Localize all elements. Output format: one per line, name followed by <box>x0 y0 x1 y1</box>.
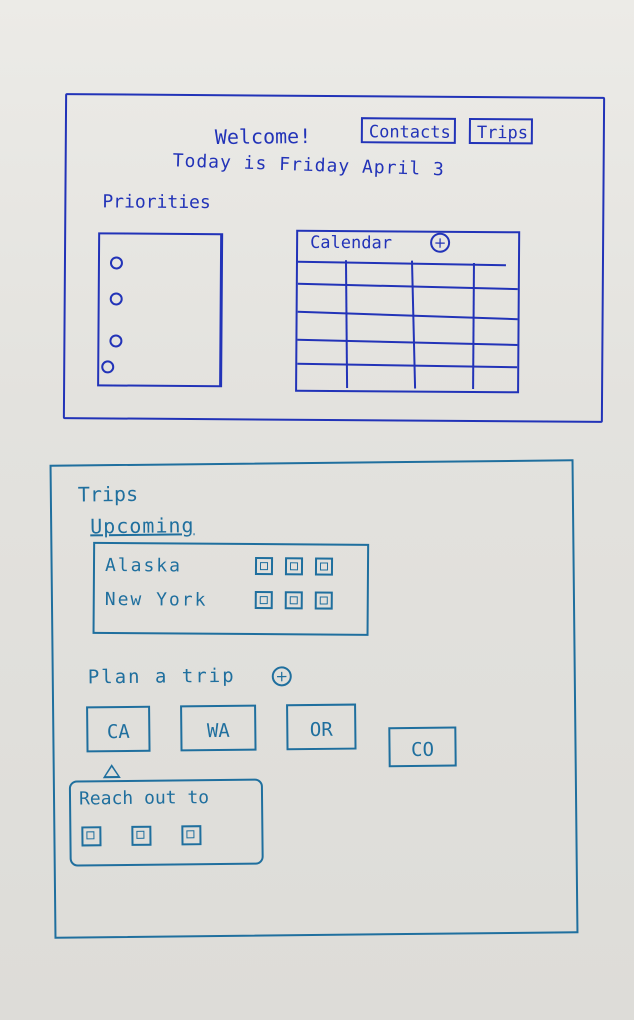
calendar-widget: Calendar + <box>295 229 521 394</box>
contact-icon[interactable] <box>314 591 333 610</box>
caret-up-icon <box>102 764 121 779</box>
upcoming-trip-row[interactable]: New York <box>105 586 345 614</box>
contact-icon[interactable] <box>284 557 304 576</box>
contact-icon[interactable] <box>314 557 334 576</box>
state-button-wa[interactable]: WA <box>180 704 257 752</box>
priority-item[interactable] <box>101 360 115 374</box>
upcoming-trip-row[interactable]: Alaska <box>105 552 345 580</box>
priority-item[interactable] <box>109 292 123 306</box>
priority-item[interactable] <box>109 256 124 270</box>
state-button-or[interactable]: OR <box>286 703 357 751</box>
reach-out-title: Reach out to <box>78 787 210 810</box>
contact-icon[interactable] <box>254 591 273 610</box>
trip-name: New York <box>104 588 208 611</box>
contact-icon[interactable] <box>181 825 202 846</box>
reach-out-popover: Reach out to <box>68 778 264 867</box>
contacts-nav-button[interactable]: Contacts <box>360 117 456 144</box>
priorities-title: Priorities <box>102 191 211 214</box>
upcoming-title: Upcoming <box>90 513 195 539</box>
calendar-title: Calendar <box>310 232 393 254</box>
contact-icon[interactable] <box>131 825 152 846</box>
contact-icon[interactable] <box>254 557 274 576</box>
welcome-heading: Welcome! <box>214 123 312 150</box>
trips-wireframe: Trips Upcoming Alaska New York Plan a tr… <box>49 459 579 939</box>
today-date-text: Today is Friday April 3 <box>172 150 446 181</box>
add-calendar-event-icon[interactable]: + <box>430 232 451 253</box>
priorities-list <box>97 232 224 388</box>
state-button-co[interactable]: CO <box>388 726 457 768</box>
add-trip-plus-icon[interactable]: + <box>271 666 292 687</box>
trips-nav-button[interactable]: Trips <box>468 117 533 145</box>
priority-item[interactable] <box>109 334 123 348</box>
upcoming-trips-list: Alaska New York <box>92 541 370 636</box>
reach-out-contacts <box>81 825 231 847</box>
contact-icon[interactable] <box>284 591 303 610</box>
trips-page-title: Trips <box>77 481 139 507</box>
home-wireframe: Welcome! Contacts Trips Today is Friday … <box>62 93 606 423</box>
contact-icon[interactable] <box>81 826 102 847</box>
plan-trip-title: Plan a trip <box>87 664 236 689</box>
trip-name: Alaska <box>104 554 183 577</box>
state-button-ca[interactable]: CA <box>86 705 151 753</box>
calendar-grid[interactable] <box>297 260 518 390</box>
